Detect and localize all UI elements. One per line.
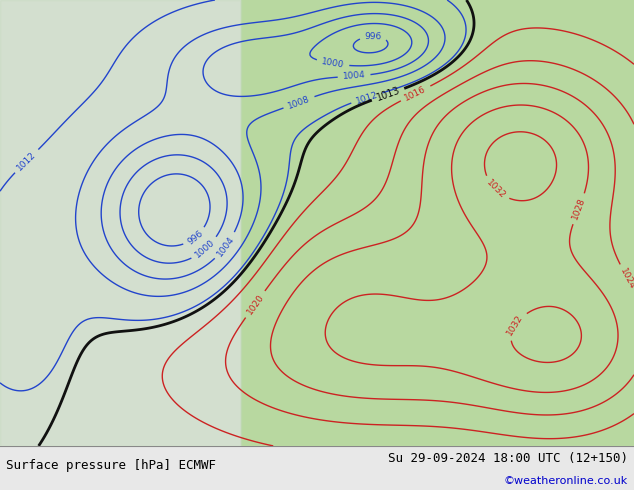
- Text: Su 29-09-2024 18:00 UTC (12+150): Su 29-09-2024 18:00 UTC (12+150): [387, 452, 628, 465]
- Text: 1013: 1013: [375, 86, 401, 103]
- Text: 1012: 1012: [354, 90, 379, 105]
- Text: 1000: 1000: [193, 238, 217, 260]
- Text: 1024: 1024: [619, 267, 634, 291]
- Text: 1012: 1012: [15, 150, 38, 172]
- Text: 996: 996: [365, 32, 382, 41]
- Text: 1032: 1032: [484, 178, 507, 200]
- Text: ©weatheronline.co.uk: ©weatheronline.co.uk: [503, 476, 628, 486]
- Polygon shape: [241, 0, 634, 446]
- Text: 1032: 1032: [505, 313, 525, 337]
- Text: 1004: 1004: [342, 71, 366, 81]
- Text: 1004: 1004: [215, 234, 236, 258]
- Text: 996: 996: [186, 228, 205, 246]
- Text: 1020: 1020: [245, 293, 266, 316]
- Text: 1016: 1016: [403, 84, 428, 102]
- Polygon shape: [0, 0, 241, 446]
- Text: 1000: 1000: [321, 57, 345, 70]
- Text: 1008: 1008: [287, 94, 311, 110]
- Text: Surface pressure [hPa] ECMWF: Surface pressure [hPa] ECMWF: [6, 459, 216, 472]
- Text: 1028: 1028: [571, 196, 587, 221]
